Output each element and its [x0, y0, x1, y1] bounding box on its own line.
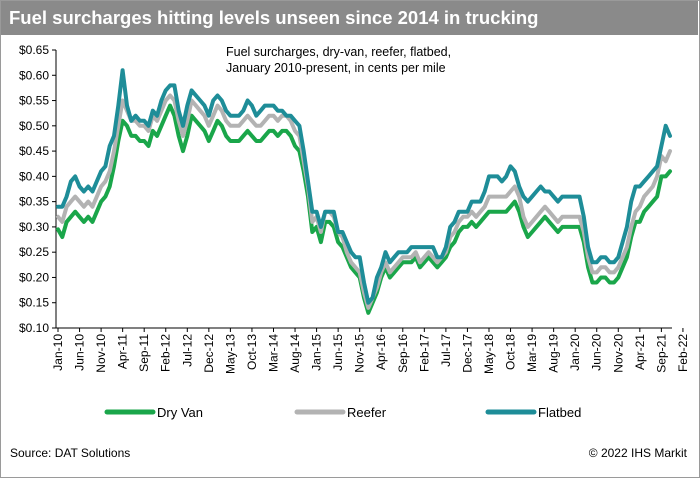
y-tick-label: $0.50 [19, 119, 49, 133]
chart-title: Fuel surcharges, dry-van, reefer, flatbe… [226, 45, 451, 59]
x-tick-label: Oct-13 [245, 334, 259, 370]
x-tick-label: Feb-22 [676, 334, 690, 372]
x-tick-label: Nov-15 [353, 334, 367, 373]
x-tick-label: Dec-12 [202, 334, 216, 373]
x-tick-label: Feb-12 [159, 334, 173, 372]
y-tick-label: $0.20 [19, 270, 49, 284]
x-tick-label: Feb-17 [417, 334, 431, 372]
y-tick-label: $0.40 [19, 169, 49, 183]
x-tick-label: Jun-20 [590, 334, 604, 371]
y-tick-label: $0.45 [19, 144, 49, 158]
x-tick-label: Jan-10 [51, 334, 65, 371]
x-tick-label: Jun-15 [331, 334, 345, 371]
x-tick-label: Apr-11 [116, 334, 130, 369]
copyright-note: © 2022 IHS Markit [588, 446, 687, 460]
x-tick-label: Sep-16 [396, 334, 410, 373]
legend-label: Reefer [347, 405, 387, 420]
series-line-flatbed [56, 68, 672, 305]
x-tick-label: Sep-11 [137, 334, 151, 372]
x-tick-label: Jul-12 [180, 334, 194, 367]
y-tick-label: $0.30 [19, 220, 49, 234]
x-tick-label: May-13 [223, 334, 237, 374]
x-tick-label: Nov-20 [611, 334, 625, 373]
legend: Dry Van Reefer Flatbed [104, 405, 581, 420]
x-tick-label: Aug-19 [547, 334, 561, 373]
title-bar: Fuel surcharges hitting levels unseen si… [1, 1, 698, 35]
series-line-reefer [56, 93, 672, 310]
x-tick-label: Mar-19 [525, 334, 539, 372]
y-tick-label: $0.65 [19, 43, 49, 57]
x-tick-label: Apr-21 [633, 334, 647, 370]
x-tick-label: Jan-20 [568, 334, 582, 371]
series-lines [56, 68, 672, 315]
x-axis-ticks: Jan-10 Jun-10 Nov-10 Apr-11 Sep-11 Feb-12 Jul-… [51, 328, 690, 374]
y-tick-label: $0.60 [19, 68, 49, 82]
x-tick-label: Nov-10 [94, 334, 108, 373]
x-tick-label: Sep-21 [654, 334, 668, 373]
y-tick-label: $0.25 [19, 245, 49, 259]
y-tick-label: $0.35 [19, 195, 49, 209]
legend-label: Flatbed [538, 405, 581, 420]
chart-headline: Fuel surcharges hitting levels unseen si… [9, 7, 539, 28]
y-tick-label: $0.15 [19, 296, 49, 310]
source-note: Source: DAT Solutions [10, 446, 131, 460]
x-tick-label: Dec-17 [460, 334, 474, 373]
chart-subtitle: January 2010-present, in cents per mile [226, 61, 446, 75]
y-axis-ticks: $0.10 $0.15 $0.20 $0.25 $0.30 $0.35 $0.40 $0.45… [19, 43, 56, 335]
y-tick-label: $0.10 [19, 321, 49, 335]
y-tick-label: $0.55 [19, 94, 49, 108]
x-tick-label: Mar-14 [266, 334, 280, 372]
x-tick-label: Jun-10 [73, 334, 87, 371]
x-tick-label: May-18 [482, 334, 496, 374]
legend-label: Dry Van [157, 405, 203, 420]
x-tick-label: Jan-15 [310, 334, 324, 371]
x-tick-label: Aug-14 [288, 334, 302, 373]
x-tick-label: Apr-16 [374, 334, 388, 370]
x-tick-label: Oct-18 [504, 334, 518, 370]
x-tick-label: Jul-17 [439, 334, 453, 367]
